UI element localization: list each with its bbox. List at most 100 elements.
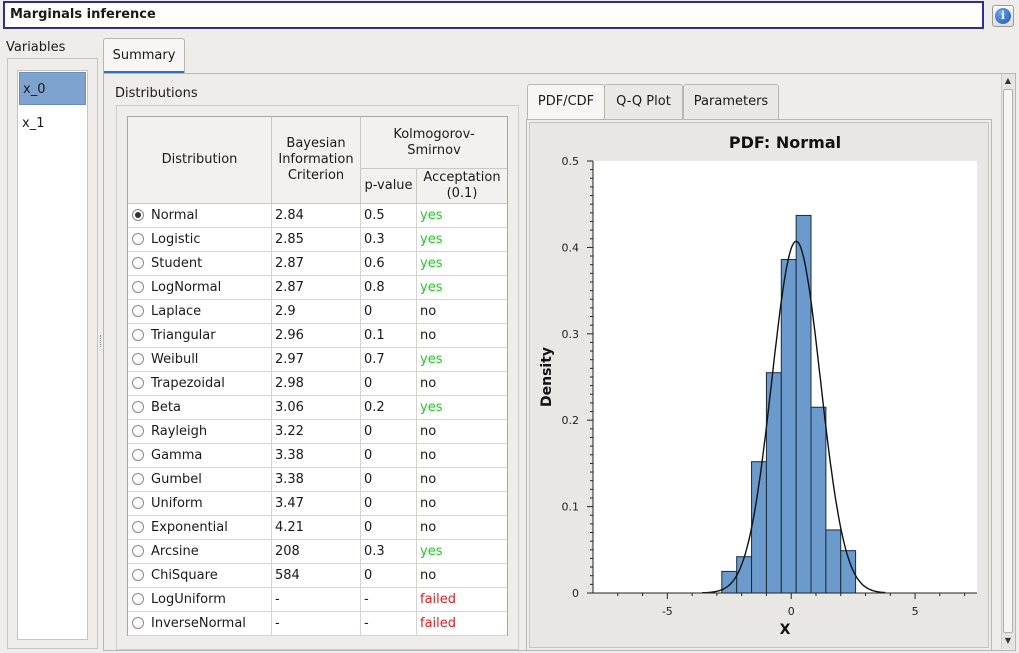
histogram-bar	[780, 258, 797, 594]
scroll-thumb[interactable]	[1003, 89, 1013, 633]
tab-summary[interactable]: Summary	[103, 38, 185, 73]
table-row[interactable]: Rayleigh 3.22 0 no	[128, 420, 507, 444]
plot-tab-frame	[526, 119, 992, 651]
table-row[interactable]: Trapezoidal 2.98 0 no	[128, 372, 507, 396]
table-row[interactable]: InverseNormal - - failed	[128, 612, 507, 636]
cell-pvalue: 0	[361, 492, 417, 515]
table-row[interactable]: Uniform 3.47 0 no	[128, 492, 507, 516]
cell-distribution: Beta	[128, 396, 272, 419]
cell-bic: 2.87	[272, 252, 361, 275]
cell-distribution: Trapezoidal	[128, 372, 272, 395]
tab-pdf-cdf[interactable]: PDF/CDF	[527, 84, 605, 119]
variable-item[interactable]: x_1	[22, 116, 45, 131]
header-pvalue[interactable]: p-value	[361, 169, 417, 204]
header-acceptance[interactable]: Acceptation (0.1)	[417, 169, 507, 204]
distribution-radio[interactable]	[132, 209, 144, 221]
distributions-group	[116, 105, 519, 650]
cell-distribution: LogNormal	[128, 276, 272, 299]
distribution-name: Beta	[151, 400, 181, 415]
cell-bic: 4.21	[272, 516, 361, 539]
cell-pvalue: -	[361, 588, 417, 611]
cell-distribution: Arcsine	[128, 540, 272, 563]
cell-distribution: Gumbel	[128, 468, 272, 491]
distribution-name: Student	[151, 256, 203, 271]
distribution-radio[interactable]	[132, 329, 144, 341]
table-row[interactable]: Normal 2.84 0.5 yes	[128, 204, 507, 228]
table-row[interactable]: Beta 3.06 0.2 yes	[128, 396, 507, 420]
distribution-name: Exponential	[151, 520, 228, 535]
distribution-radio[interactable]	[132, 449, 144, 461]
y-tick-label: 0.2	[562, 414, 580, 427]
cell-distribution: Student	[128, 252, 272, 275]
cell-bic: -	[272, 588, 361, 611]
distribution-radio[interactable]	[132, 593, 144, 605]
distribution-radio[interactable]	[132, 281, 144, 293]
table-row[interactable]: LogNormal 2.87 0.8 yes	[128, 276, 507, 300]
tab-qq-plot[interactable]: Q-Q Plot	[604, 84, 683, 119]
table-row[interactable]: Gumbel 3.38 0 no	[128, 468, 507, 492]
distribution-radio[interactable]	[132, 425, 144, 437]
window-title-field	[3, 1, 984, 29]
table-row[interactable]: Student 2.87 0.6 yes	[128, 252, 507, 276]
distribution-radio[interactable]	[132, 401, 144, 413]
distribution-radio[interactable]	[132, 497, 144, 509]
cell-pvalue: 0.8	[361, 276, 417, 299]
cell-acceptance: no	[420, 424, 437, 439]
splitter-handle[interactable]	[100, 335, 103, 347]
tab-parameters[interactable]: Parameters	[683, 84, 779, 119]
table-row[interactable]: Weibull 2.97 0.7 yes	[128, 348, 507, 372]
cell-pvalue: 0.3	[361, 540, 417, 563]
distribution-radio[interactable]	[132, 233, 144, 245]
table-row[interactable]: Logistic 2.85 0.3 yes	[128, 228, 507, 252]
scroll-up-icon[interactable]: ▲	[1004, 76, 1012, 85]
plot-area: -5 0 5 0 0.1 0.2 0.3 0.4 0.5 PDF: Normal X Density	[529, 122, 989, 648]
cell-acceptance: yes	[420, 352, 443, 367]
distribution-name: Weibull	[151, 352, 199, 367]
chart-title: PDF: Normal	[729, 133, 841, 152]
header-bic[interactable]: Bayesian Information Criterion	[272, 117, 361, 204]
distribution-radio[interactable]	[132, 569, 144, 581]
cell-acceptance: no	[420, 376, 437, 391]
table-row[interactable]: Arcsine 208 0.3 yes	[128, 540, 507, 564]
distribution-radio[interactable]	[132, 257, 144, 269]
cell-pvalue: 0.6	[361, 252, 417, 275]
cell-distribution: Weibull	[128, 348, 272, 371]
table-row[interactable]: Triangular 2.96 0.1 no	[128, 324, 507, 348]
histogram-bar	[825, 529, 842, 594]
cell-pvalue: 0	[361, 300, 417, 323]
table-row[interactable]: Exponential 4.21 0 no	[128, 516, 507, 540]
y-tick-label: 0.1	[562, 501, 580, 514]
scroll-down-icon[interactable]: ▼	[1004, 636, 1012, 645]
cell-bic: 3.38	[272, 444, 361, 467]
tab-summary-indicator	[104, 71, 184, 73]
distribution-name: Laplace	[151, 304, 202, 319]
distribution-radio[interactable]	[132, 473, 144, 485]
y-axis-label: Density	[539, 347, 555, 407]
info-button[interactable]: i	[992, 5, 1014, 27]
cell-pvalue: 0	[361, 372, 417, 395]
table-row[interactable]: ChiSquare 584 0 no	[128, 564, 507, 588]
cell-pvalue: 0	[361, 420, 417, 443]
cell-acceptance: yes	[420, 280, 443, 295]
variable-item[interactable]: x_0	[19, 72, 86, 105]
table-row[interactable]: Laplace 2.9 0 no	[128, 300, 507, 324]
header-ks: Kolmogorov-Smirnov	[361, 117, 507, 169]
cell-bic: -	[272, 612, 361, 635]
cell-acceptance: yes	[420, 544, 443, 559]
distribution-radio[interactable]	[132, 305, 144, 317]
cell-pvalue: 0.7	[361, 348, 417, 371]
distribution-radio[interactable]	[132, 353, 144, 365]
cell-distribution: Logistic	[128, 228, 272, 251]
distribution-radio[interactable]	[132, 617, 144, 629]
pdf-chart: -5 0 5 0 0.1 0.2 0.3 0.4 0.5 PDF: Normal X Density	[539, 133, 977, 638]
distribution-radio[interactable]	[132, 377, 144, 389]
x-tick-label: -5	[662, 605, 673, 618]
header-distribution[interactable]: Distribution	[128, 117, 272, 204]
cell-distribution: InverseNormal	[128, 612, 272, 635]
window-title: Marginals inference	[10, 7, 156, 22]
x-axis-label: X	[780, 622, 791, 638]
distribution-radio[interactable]	[132, 545, 144, 557]
table-row[interactable]: Gamma 3.38 0 no	[128, 444, 507, 468]
distribution-radio[interactable]	[132, 521, 144, 533]
table-row[interactable]: LogUniform - - failed	[128, 588, 507, 612]
